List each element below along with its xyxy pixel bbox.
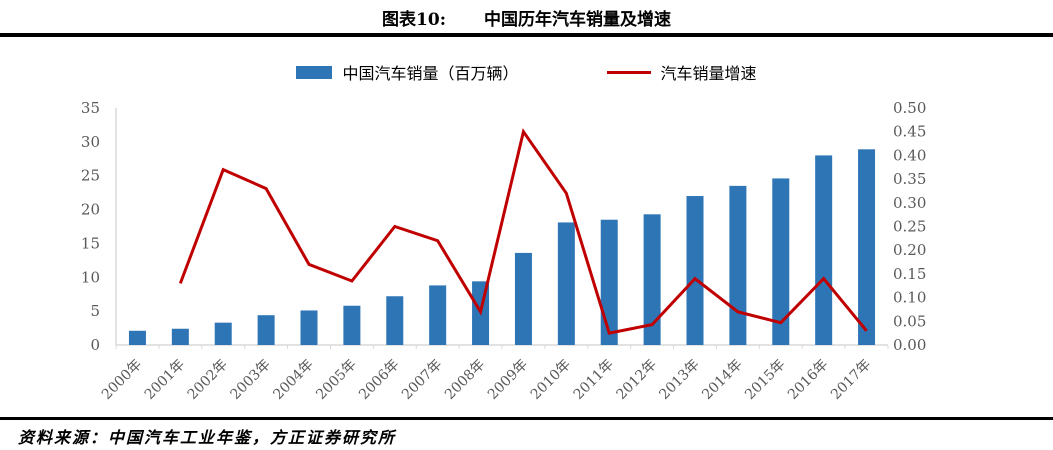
chart-legend: 中国汽车销量（百万辆） 汽车销量增速 [0, 58, 1053, 86]
x-axis-label: 2002年 [185, 357, 231, 403]
left-axis-label: 35 [81, 99, 100, 117]
source-note: 资料来源：中国汽车工业年鉴，方正证券研究所 [18, 428, 397, 447]
sales-bar [171, 328, 189, 345]
footer-divider [0, 417, 1053, 420]
top-divider [0, 33, 1053, 37]
x-axis-label: 2001年 [142, 357, 188, 403]
sales-bar [858, 149, 876, 345]
x-axis-label: 2009年 [485, 357, 531, 403]
sales-bar [772, 178, 790, 345]
left-axis-label: 0 [90, 336, 100, 354]
right-axis-label: 0.45 [893, 123, 926, 141]
right-axis-label: 0.30 [893, 194, 926, 212]
right-axis-label: 0.10 [893, 289, 926, 307]
legend-label-sales: 中国汽车销量（百万辆） [342, 64, 519, 83]
sales-bar [429, 285, 447, 345]
left-axis-label: 15 [81, 234, 100, 252]
sales-bar [815, 155, 833, 345]
sales-bar [729, 185, 747, 345]
right-axis-label: 0.15 [893, 265, 926, 283]
left-axis-label: 10 [81, 268, 100, 286]
left-axis-label: 30 [81, 133, 100, 151]
right-axis-label: 0.50 [893, 99, 926, 117]
x-axis-label: 2000年 [99, 357, 145, 403]
legend-item-sales: 中国汽车销量（百万辆） [296, 60, 519, 84]
x-axis-label: 2004年 [270, 357, 316, 403]
x-axis-label: 2008年 [442, 357, 488, 403]
chart-header: 图表10: 中国历年汽车销量及增速 [0, 5, 1053, 30]
left-axis-label: 20 [81, 201, 100, 219]
legend-item-growth: 汽车销量增速 [606, 60, 757, 84]
sales-bar [128, 330, 146, 345]
left-axis-label: 25 [81, 167, 100, 185]
left-axis-label: 5 [90, 302, 100, 320]
growth-line [178, 128, 868, 335]
figure-tag: 图表10: [382, 10, 446, 30]
sales-bar [257, 315, 275, 345]
legend-label-growth: 汽车销量增速 [660, 64, 757, 83]
sales-bar [386, 296, 404, 345]
right-axis-label: 0.05 [893, 312, 926, 330]
line-series-swatch-icon [606, 70, 651, 74]
sales-bar [343, 305, 361, 345]
right-axis-label: 0.40 [893, 146, 926, 164]
x-axis-label: 2010年 [528, 357, 574, 403]
sales-bar [214, 322, 232, 345]
combo-chart: 35 30 25 20 15 10 5 0 0.50 0.45 0.40 0.35 0.30 0.25 0.… [81, 99, 927, 403]
x-axis-label: 2011年 [571, 357, 617, 403]
x-axis-label: 2014年 [699, 357, 745, 403]
sales-bar [643, 214, 661, 345]
x-axis-label: 2003年 [228, 357, 274, 403]
sales-bar [557, 222, 575, 345]
sales-bar [300, 310, 318, 345]
x-axis-label: 2012年 [614, 357, 660, 403]
right-axis-label: 0.35 [893, 170, 926, 188]
right-axis-label: 0.20 [893, 241, 926, 259]
page-title: 中国历年汽车销量及增速 [483, 10, 671, 30]
bar-series-swatch-icon [296, 65, 333, 79]
right-axis-label: 0.25 [893, 218, 926, 236]
x-axis-label: 2013年 [656, 357, 702, 403]
right-axis-label: 0.00 [893, 336, 926, 354]
x-axis-label: 2006年 [356, 357, 402, 403]
sales-bar [600, 219, 618, 345]
sales-bar [686, 196, 704, 345]
x-axis-label: 2015年 [742, 357, 788, 403]
x-axis-label: 2017年 [828, 357, 874, 403]
x-axis-label: 2007年 [399, 357, 445, 403]
x-axis-label: 2005年 [313, 357, 359, 403]
sales-bar [514, 252, 532, 345]
x-axis-label: 2016年 [785, 357, 831, 403]
